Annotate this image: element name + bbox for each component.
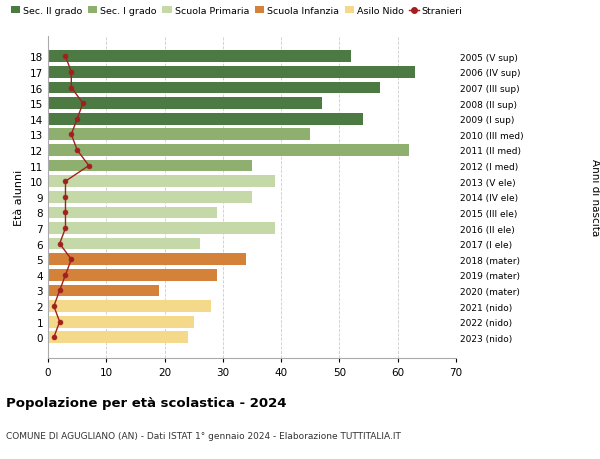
- Bar: [48, 67, 415, 78]
- Bar: [48, 114, 363, 125]
- Bar: [48, 160, 252, 172]
- Bar: [48, 269, 217, 281]
- Text: Popolazione per età scolastica - 2024: Popolazione per età scolastica - 2024: [6, 396, 287, 409]
- Bar: [48, 254, 246, 265]
- Bar: [48, 301, 211, 312]
- Bar: [48, 145, 409, 157]
- Bar: [48, 83, 380, 94]
- Y-axis label: Anni di nascita: Anni di nascita: [590, 159, 600, 236]
- Bar: [48, 332, 188, 343]
- Legend: Sec. II grado, Sec. I grado, Scuola Primaria, Scuola Infanzia, Asilo Nido, Stran: Sec. II grado, Sec. I grado, Scuola Prim…: [11, 7, 463, 16]
- Bar: [48, 316, 194, 328]
- Bar: [48, 191, 252, 203]
- Text: COMUNE DI AGUGLIANO (AN) - Dati ISTAT 1° gennaio 2024 - Elaborazione TUTTITALIA.: COMUNE DI AGUGLIANO (AN) - Dati ISTAT 1°…: [6, 431, 401, 440]
- Bar: [48, 223, 275, 235]
- Bar: [48, 51, 351, 63]
- Bar: [48, 176, 275, 188]
- Bar: [48, 129, 310, 141]
- Bar: [48, 238, 200, 250]
- Y-axis label: Età alunni: Età alunni: [14, 169, 25, 225]
- Bar: [48, 207, 217, 219]
- Bar: [48, 98, 322, 110]
- Bar: [48, 285, 159, 297]
